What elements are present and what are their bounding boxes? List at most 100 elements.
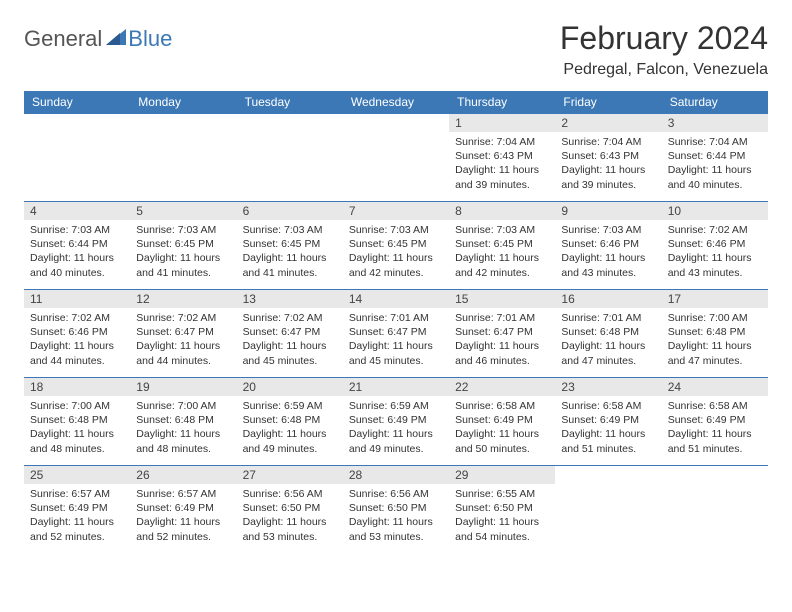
calendar-day-cell: 17Sunrise: 7:00 AMSunset: 6:48 PMDayligh… [662, 290, 768, 378]
daylight-text: Daylight: 11 hours and 49 minutes. [349, 427, 443, 455]
sunset-text: Sunset: 6:48 PM [668, 325, 762, 339]
sunset-text: Sunset: 6:49 PM [136, 501, 230, 515]
day-info: Sunrise: 7:02 AMSunset: 6:47 PMDaylight:… [237, 308, 343, 371]
calendar-day-cell: 29Sunrise: 6:55 AMSunset: 6:50 PMDayligh… [449, 466, 555, 554]
calendar-day-cell: 14Sunrise: 7:01 AMSunset: 6:47 PMDayligh… [343, 290, 449, 378]
sunset-text: Sunset: 6:48 PM [30, 413, 124, 427]
day-number: 21 [343, 378, 449, 396]
sunrise-text: Sunrise: 6:58 AM [561, 399, 655, 413]
day-number: 20 [237, 378, 343, 396]
day-number: 4 [24, 202, 130, 220]
empty-day [555, 466, 661, 484]
day-number: 25 [24, 466, 130, 484]
daylight-text: Daylight: 11 hours and 43 minutes. [668, 251, 762, 279]
day-number: 8 [449, 202, 555, 220]
day-number: 18 [24, 378, 130, 396]
sunset-text: Sunset: 6:46 PM [561, 237, 655, 251]
day-number: 1 [449, 114, 555, 132]
empty-day [237, 114, 343, 132]
daylight-text: Daylight: 11 hours and 44 minutes. [30, 339, 124, 367]
calendar-day-cell: 28Sunrise: 6:56 AMSunset: 6:50 PMDayligh… [343, 466, 449, 554]
sunset-text: Sunset: 6:50 PM [349, 501, 443, 515]
sunrise-text: Sunrise: 7:03 AM [136, 223, 230, 237]
logo-triangle-icon [106, 29, 126, 50]
day-info: Sunrise: 7:00 AMSunset: 6:48 PMDaylight:… [662, 308, 768, 371]
calendar-day-cell: 22 Sunrise: 6:58 AMSunset: 6:49 PMDayligh… [449, 378, 555, 466]
day-number: 14 [343, 290, 449, 308]
day-info: Sunrise: 6:57 AMSunset: 6:49 PMDaylight:… [130, 484, 236, 547]
day-number: 11 [24, 290, 130, 308]
calendar-day-cell: 19 Sunrise: 7:00 AMSunset: 6:48 PMDayligh… [130, 378, 236, 466]
calendar-day-cell: 16Sunrise: 7:01 AMSunset: 6:48 PMDayligh… [555, 290, 661, 378]
sunset-text: Sunset: 6:50 PM [455, 501, 549, 515]
sunset-text: Sunset: 6:47 PM [349, 325, 443, 339]
day-info: Sunrise: 7:03 AMSunset: 6:45 PMDaylight:… [237, 220, 343, 283]
sunset-text: Sunset: 6:49 PM [455, 413, 549, 427]
sunset-text: Sunset: 6:49 PM [561, 413, 655, 427]
day-info: Sunrise: 7:02 AMSunset: 6:46 PMDaylight:… [24, 308, 130, 371]
daylight-text: Daylight: 11 hours and 45 minutes. [243, 339, 337, 367]
day-number: 22 [449, 378, 555, 396]
calendar-body: 1Sunrise: 7:04 AMSunset: 6:43 PMDaylight… [24, 114, 768, 554]
calendar-day-cell: 13Sunrise: 7:02 AMSunset: 6:47 PMDayligh… [237, 290, 343, 378]
daylight-text: Daylight: 11 hours and 52 minutes. [136, 515, 230, 543]
sunrise-text: Sunrise: 6:56 AM [349, 487, 443, 501]
calendar-day-cell: 12Sunrise: 7:02 AMSunset: 6:47 PMDayligh… [130, 290, 236, 378]
day-number: 23 [555, 378, 661, 396]
calendar-day-cell: 27Sunrise: 6:56 AMSunset: 6:50 PMDayligh… [237, 466, 343, 554]
calendar-day-cell [662, 466, 768, 554]
calendar-week-row: 25Sunrise: 6:57 AMSunset: 6:49 PMDayligh… [24, 466, 768, 554]
calendar-day-cell [130, 114, 236, 202]
weekday-header: Friday [555, 91, 661, 114]
sunrise-text: Sunrise: 6:58 AM [668, 399, 762, 413]
day-info: Sunrise: 7:01 AMSunset: 6:47 PMDaylight:… [343, 308, 449, 371]
logo-text-general: General [24, 26, 102, 52]
sunset-text: Sunset: 6:43 PM [561, 149, 655, 163]
sunrise-text: Sunrise: 7:03 AM [455, 223, 549, 237]
sunset-text: Sunset: 6:48 PM [136, 413, 230, 427]
sunrise-text: Sunrise: 7:00 AM [136, 399, 230, 413]
empty-day [662, 466, 768, 484]
daylight-text: Daylight: 11 hours and 39 minutes. [561, 163, 655, 191]
daylight-text: Daylight: 11 hours and 44 minutes. [136, 339, 230, 367]
sunrise-text: Sunrise: 6:57 AM [30, 487, 124, 501]
weekday-header-row: SundayMondayTuesdayWednesdayThursdayFrid… [24, 91, 768, 114]
sunrise-text: Sunrise: 6:58 AM [455, 399, 549, 413]
day-info: Sunrise: 7:03 AMSunset: 6:46 PMDaylight:… [555, 220, 661, 283]
sunrise-text: Sunrise: 7:04 AM [455, 135, 549, 149]
month-title: February 2024 [560, 20, 768, 57]
calendar-day-cell [343, 114, 449, 202]
day-info: Sunrise: 6:57 AMSunset: 6:49 PMDaylight:… [24, 484, 130, 547]
daylight-text: Daylight: 11 hours and 50 minutes. [455, 427, 549, 455]
daylight-text: Daylight: 11 hours and 53 minutes. [243, 515, 337, 543]
sunrise-text: Sunrise: 7:03 AM [30, 223, 124, 237]
calendar-week-row: 18Sunrise: 7:00 AMSunset: 6:48 PMDayligh… [24, 378, 768, 466]
day-number: 27 [237, 466, 343, 484]
sunrise-text: Sunrise: 7:03 AM [243, 223, 337, 237]
daylight-text: Daylight: 11 hours and 47 minutes. [561, 339, 655, 367]
sunrise-text: Sunrise: 7:01 AM [349, 311, 443, 325]
daylight-text: Daylight: 11 hours and 53 minutes. [349, 515, 443, 543]
weekday-header: Saturday [662, 91, 768, 114]
calendar-day-cell [555, 466, 661, 554]
day-info: Sunrise: 7:01 AMSunset: 6:48 PMDaylight:… [555, 308, 661, 371]
weekday-header: Thursday [449, 91, 555, 114]
calendar-week-row: 1 Sunrise: 7:04 AM Sunset: 6:43 PMDaylight… [24, 114, 768, 202]
calendar-day-cell: 15Sunrise: 7:01 AMSunset: 6:47 PMDayligh… [449, 290, 555, 378]
day-info: Sunrise: 6:58 AMSunset: 6:49 PMDaylight:… [555, 396, 661, 459]
sunrise-text: Sunrise: 7:02 AM [136, 311, 230, 325]
daylight-text: Daylight: 11 hours and 42 minutes. [455, 251, 549, 279]
sunrise-text: Sunrise: 7:00 AM [668, 311, 762, 325]
daylight-text: Daylight: 11 hours and 42 minutes. [349, 251, 443, 279]
weekday-header: Wednesday [343, 91, 449, 114]
sunset-text: Sunset: 6:47 PM [243, 325, 337, 339]
daylight-text: Daylight: 11 hours and 47 minutes. [668, 339, 762, 367]
calendar-day-cell: 25Sunrise: 6:57 AMSunset: 6:49 PMDayligh… [24, 466, 130, 554]
day-number: 26 [130, 466, 236, 484]
sunrise-text: Sunrise: 7:03 AM [561, 223, 655, 237]
day-info: Sunrise: 7:00 AMSunset: 6:48 PMDaylight:… [24, 396, 130, 459]
daylight-text: Daylight: 11 hours and 48 minutes. [136, 427, 230, 455]
calendar-day-cell: 9Sunrise: 7:03 AMSunset: 6:46 PMDaylight… [555, 202, 661, 290]
sunset-text: Sunset: 6:48 PM [243, 413, 337, 427]
day-number: 19 [130, 378, 236, 396]
